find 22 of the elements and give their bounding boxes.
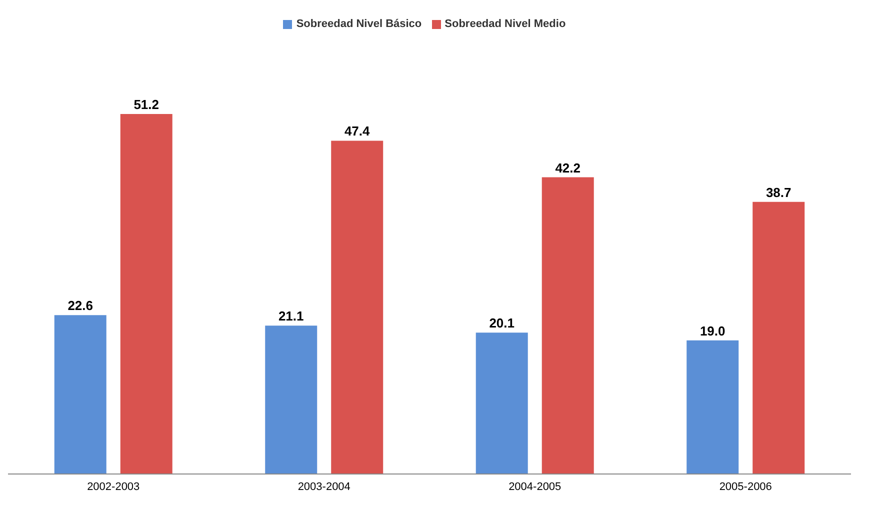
data-label: 22.6	[68, 298, 94, 314]
data-label: 19.0	[700, 323, 726, 338]
bar	[752, 202, 805, 474]
bar	[120, 114, 172, 474]
data-label: 42.2	[555, 160, 581, 176]
bar	[686, 340, 739, 474]
bar	[54, 315, 106, 474]
legend-label: Sobreedad Nivel Medio	[444, 18, 566, 30]
data-label: 20.1	[489, 316, 515, 331]
data-label: 38.7	[766, 184, 792, 200]
x-tick-label: 2003-2004	[298, 480, 350, 493]
data-label: 47.4	[344, 124, 371, 139]
bar	[476, 332, 528, 474]
x-tick-label: 2004-2005	[508, 480, 562, 493]
x-tick-label: 2005-2006	[719, 480, 772, 493]
bar	[265, 326, 318, 474]
x-tick-label: 2002-2003	[87, 480, 140, 493]
data-label: 21.1	[278, 308, 304, 324]
legend-label: Sobreedad Nivel Básico	[296, 18, 422, 30]
bar	[542, 177, 594, 474]
data-label: 51.2	[134, 97, 160, 112]
bar	[331, 140, 384, 474]
